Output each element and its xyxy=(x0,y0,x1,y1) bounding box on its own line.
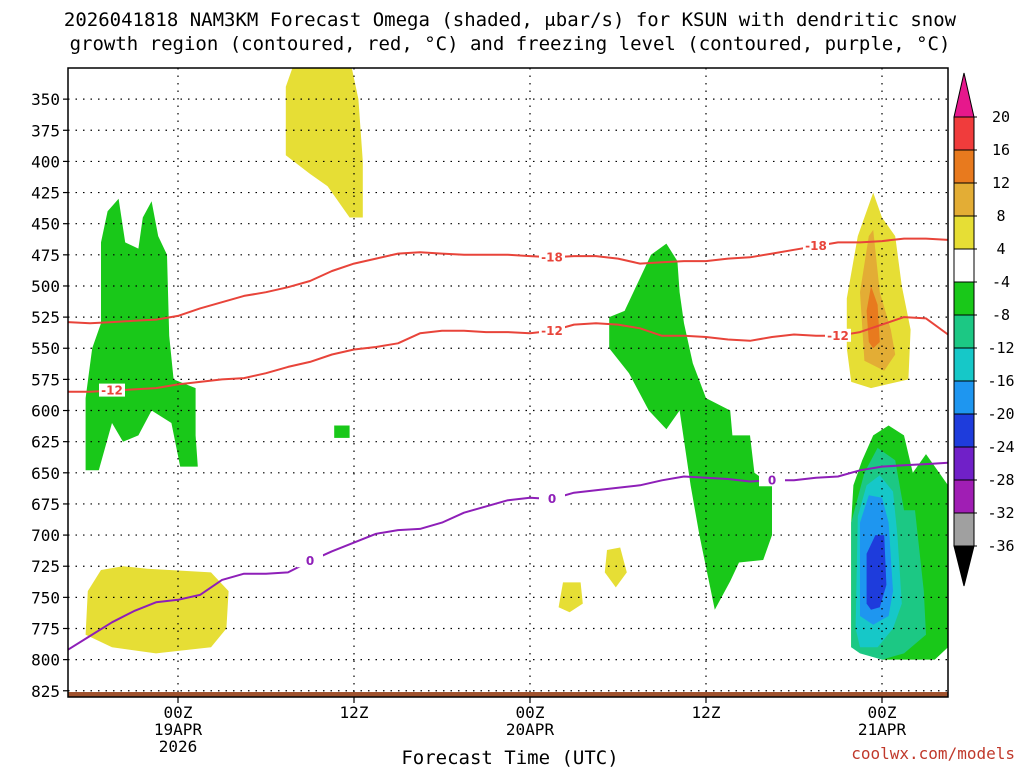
colorbar-swatch xyxy=(953,446,975,481)
contour-label-bg xyxy=(825,328,851,342)
omega-pos12-late xyxy=(866,286,880,349)
contour-dendritic-top xyxy=(67,237,949,325)
omega-neg4-small xyxy=(334,425,350,438)
y-tick-label: 800 xyxy=(31,651,60,670)
colorbar-tick-label: -4 xyxy=(992,273,1010,291)
colorbar-top-arrow xyxy=(953,72,975,118)
y-tick-label: 550 xyxy=(31,339,60,358)
contour-label-freezing-level: 0 xyxy=(768,473,776,487)
contour-freezing-level xyxy=(67,461,949,651)
contour-label-bg xyxy=(759,473,785,487)
colorbar-tick-label: -36 xyxy=(987,537,1014,555)
omega-neg20-late xyxy=(866,535,887,610)
omega-neg4-early-a xyxy=(85,198,198,471)
colorbar-swatch xyxy=(953,413,975,448)
x-tick-label: 2026 xyxy=(159,737,198,756)
contour-label-bg xyxy=(539,250,565,264)
colorbar-tick-label: 4 xyxy=(996,240,1005,258)
omega-pos4-top xyxy=(285,68,363,218)
contour-label-dendritic-top: -18 xyxy=(541,250,563,264)
colorbar-swatch xyxy=(953,380,975,415)
y-tick-label: 425 xyxy=(31,184,60,203)
credit-text: coolwx.com/models xyxy=(851,744,1015,763)
colorbar-tick-label: 20 xyxy=(992,108,1010,126)
colorbar-bottom-arrow xyxy=(953,545,975,587)
colorbar: 20 16 12 8 4 -4 -8 -12 -16 -20 -24 -28 -32 -36 xyxy=(953,72,1015,587)
contour-label-bg xyxy=(539,491,565,505)
chart-title-line2: growth region (contoured, red, °C) and f… xyxy=(70,33,951,55)
y-tick-label: 750 xyxy=(31,588,60,607)
x-tick-label: 12Z xyxy=(692,703,721,722)
contour-label-dendritic-bottom: -12 xyxy=(101,384,123,398)
contour-label-freezing-level: 0 xyxy=(306,554,314,568)
y-tick-label: 525 xyxy=(31,308,60,327)
plot-area: -18 -18 -12 -12 -12 0 0 0 xyxy=(67,67,949,698)
y-tick-label: 400 xyxy=(31,152,60,171)
colorbar-swatch xyxy=(953,149,975,184)
colorbar-swatch xyxy=(953,182,975,217)
y-tick-label: 600 xyxy=(31,402,60,421)
x-tick-label: 00Z xyxy=(164,703,193,722)
colorbar-tick-label: 16 xyxy=(992,141,1010,159)
y-tick-label: 725 xyxy=(31,557,60,576)
colorbar-swatch xyxy=(953,248,975,283)
contour-label-bg xyxy=(803,239,829,253)
omega-pos4-early-low xyxy=(85,566,229,654)
y-tick-label: 575 xyxy=(31,370,60,389)
x-tick-label: 00Z xyxy=(516,703,545,722)
plot-frame xyxy=(67,67,949,698)
colorbar-tick-label: -16 xyxy=(987,372,1014,390)
colorbar-tick-label: -12 xyxy=(987,339,1014,357)
y-axis: 350 375 400 425 450 475 500 525 550 575 600 625 650 6… xyxy=(31,90,68,701)
y-tick-label: 675 xyxy=(31,495,60,514)
colorbar-swatch xyxy=(953,479,975,514)
colorbar-swatch xyxy=(953,281,975,316)
contour-label-bg xyxy=(297,554,323,568)
colorbar-swatch xyxy=(953,314,975,349)
y-tick-label: 650 xyxy=(31,464,60,483)
colorbar-tick-label: 12 xyxy=(992,174,1010,192)
colorbar-tick-label: -32 xyxy=(987,504,1014,522)
x-tick-label: 20APR xyxy=(506,720,555,739)
chart-title-line1: 2026041818 NAM3KM Forecast Omega (shaded… xyxy=(64,9,957,31)
colorbar-tick-label: -24 xyxy=(987,438,1014,456)
colorbar-swatch xyxy=(953,512,975,547)
contour-label-bg xyxy=(99,383,125,397)
contours: -18 -18 -12 -12 -12 0 0 0 xyxy=(67,237,949,651)
y-tick-label: 825 xyxy=(31,682,60,701)
colorbar-swatch xyxy=(953,347,975,382)
y-tick-label: 625 xyxy=(31,433,60,452)
contour-label-dendritic-bottom: -12 xyxy=(541,324,563,338)
x-tick-label: 12Z xyxy=(340,703,369,722)
omega-neg4-mid xyxy=(609,243,772,610)
y-tick-label: 775 xyxy=(31,619,60,638)
contour-label-bg xyxy=(539,323,565,337)
x-tick-label: 00Z xyxy=(868,703,897,722)
x-tick-label: 21APR xyxy=(858,720,907,739)
colorbar-swatch xyxy=(953,116,975,151)
colorbar-swatch xyxy=(953,215,975,250)
omega-pos4-small-b xyxy=(604,547,627,588)
contour-label-dendritic-top: -18 xyxy=(805,239,827,253)
y-tick-label: 450 xyxy=(31,215,60,234)
x-tick-label: 19APR xyxy=(154,720,203,739)
contour-dendritic-bottom xyxy=(68,316,949,393)
y-tick-label: 375 xyxy=(31,121,60,140)
colorbar-tick-label: -20 xyxy=(987,405,1014,423)
contour-label-freezing-level: 0 xyxy=(548,492,556,506)
ground-band xyxy=(68,692,948,697)
ground-terrain xyxy=(68,692,948,697)
colorbar-tick-label: -28 xyxy=(987,471,1014,489)
colorbar-tick-label: -8 xyxy=(992,306,1010,324)
y-tick-label: 500 xyxy=(31,277,60,296)
y-tick-label: 350 xyxy=(31,90,60,109)
colorbar-tick-label: 8 xyxy=(996,207,1005,225)
y-tick-label: 475 xyxy=(31,246,60,265)
contour-label-dendritic-bottom: -12 xyxy=(827,329,849,343)
y-tick-label: 700 xyxy=(31,526,60,545)
x-axis-title: Forecast Time (UTC) xyxy=(401,747,618,768)
